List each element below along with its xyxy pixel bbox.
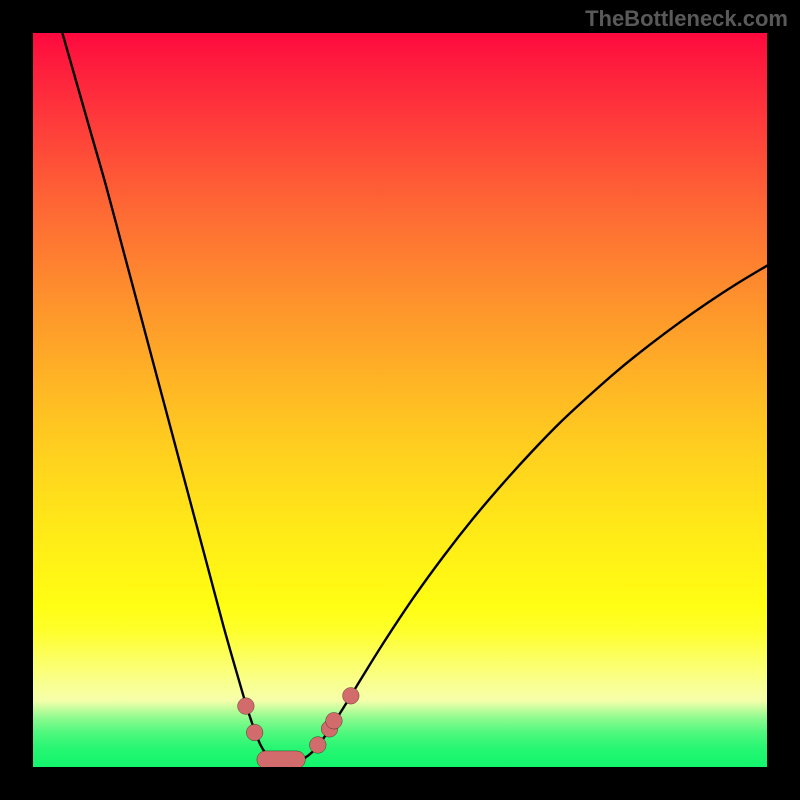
plot-area (33, 33, 767, 767)
watermark-text: TheBottleneck.com (585, 6, 788, 32)
marker-dot (326, 712, 343, 729)
marker-dot (246, 724, 263, 741)
marker-dot (238, 698, 255, 715)
marker-dot (309, 737, 326, 754)
gradient-background (33, 33, 767, 767)
marker-pill (257, 751, 305, 767)
marker-dot (343, 688, 360, 705)
plot-svg (33, 33, 767, 767)
